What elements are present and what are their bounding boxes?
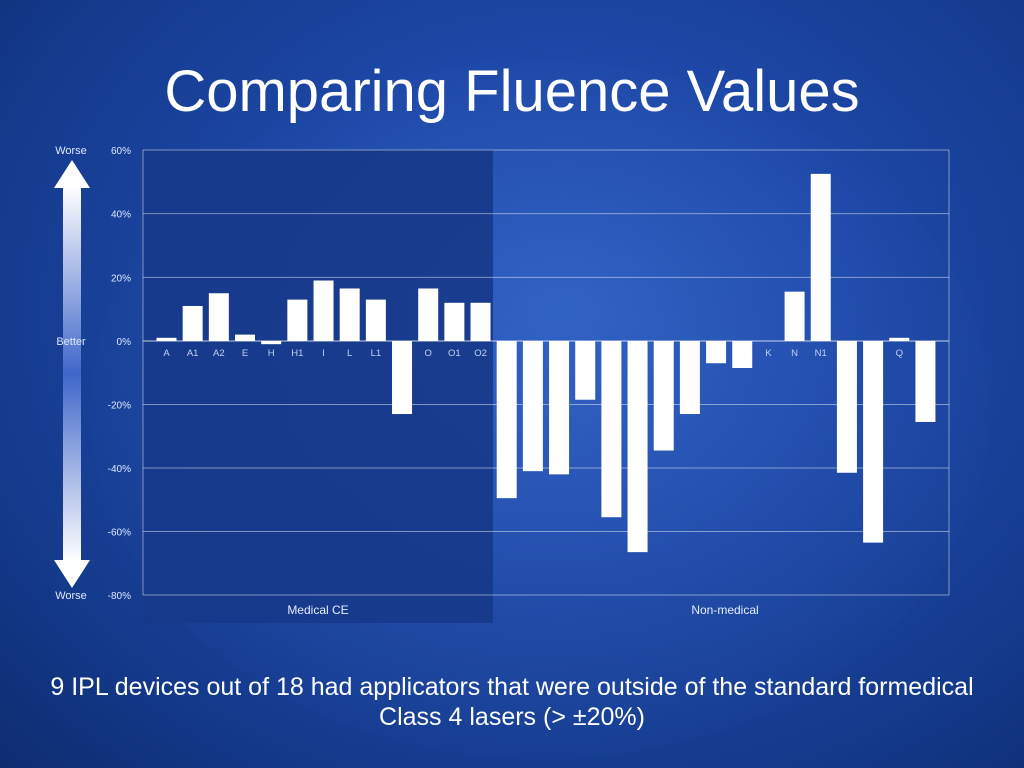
x-tick-label-h1: H1: [291, 348, 303, 359]
x-tick-label-q1: Q1: [919, 348, 932, 359]
bar-h1: [287, 299, 308, 341]
bar-g: [653, 341, 674, 451]
y-tick-label: 20%: [111, 273, 131, 284]
x-tick-label-a1: A1: [187, 348, 199, 359]
slide-caption: 9 IPL devices out of 18 had applicators …: [50, 673, 974, 731]
x-tick-label-g1: G1: [684, 348, 697, 359]
x-tick-label-q: Q: [896, 348, 903, 359]
bar-d: [575, 341, 596, 400]
group-labels: Medical CE Non-medical: [287, 603, 758, 617]
bar-l: [339, 288, 360, 341]
bar-b1: [522, 341, 543, 472]
x-tick-label-p: P: [870, 348, 877, 359]
x-tick-label-i: I: [322, 348, 325, 359]
worse-better-arrow: [54, 160, 90, 588]
y-tick-label: 40%: [111, 210, 131, 221]
bar-p: [863, 341, 884, 543]
x-tick-label-f: F: [608, 348, 614, 359]
x-tick-label-b: B: [503, 348, 510, 359]
arrow-head-up: [54, 160, 90, 188]
bar-q1: [915, 341, 936, 422]
bar-f: [601, 341, 622, 518]
bar-f1: [627, 341, 648, 553]
group-label-non-medical: Non-medical: [691, 603, 758, 617]
x-tick-label-o2: O2: [474, 348, 487, 359]
x-tick-label-o: O: [425, 348, 432, 359]
x-tick-label-l1: L1: [371, 348, 382, 359]
arrow-shaft: [63, 186, 81, 562]
bar-e: [235, 334, 256, 341]
x-tick-label-n2: N2: [841, 348, 853, 359]
side-label-worse-top: Worse: [55, 145, 87, 157]
y-tick-label: -80%: [108, 591, 131, 602]
x-tick-label-g2: G2: [710, 348, 723, 359]
y-tick-label: -40%: [108, 464, 131, 475]
x-tick-label-h: H: [268, 348, 275, 359]
x-tick-label-l: L: [347, 348, 352, 359]
x-tick-label-g: G: [660, 348, 667, 359]
medical-group-panel: [143, 150, 493, 623]
bar-l1: [365, 299, 386, 341]
x-tick-label-m: M: [398, 348, 406, 359]
bar-n1: [810, 173, 831, 342]
bar-j: [732, 341, 753, 368]
x-tick-label-n: N: [791, 348, 798, 359]
bar-a1: [182, 305, 203, 341]
bar-o2: [470, 302, 491, 341]
x-tick-label-o1: O1: [448, 348, 461, 359]
y-tick-label: 0%: [117, 337, 132, 348]
bar-n2: [836, 341, 857, 473]
x-tick-label-f1: F1: [632, 348, 644, 359]
y-axis-tick-labels: 60% 40% 20% 0% -20% -40% -60% -80%: [108, 146, 131, 602]
bar-g1: [679, 341, 700, 415]
x-tick-label-k: K: [765, 348, 772, 359]
x-axis-category-labels: A A1 A2 E H H1 I L L1 M O O1 O2 B B1 C D F F1 G G1 G2 J K N N1 N2 P…: [163, 348, 932, 359]
x-tick-label-a2: A2: [213, 348, 225, 359]
x-tick-label-b1: B1: [527, 348, 540, 359]
bar-q: [889, 337, 910, 341]
x-tick-label-a: A: [163, 348, 170, 359]
bar-o: [418, 288, 439, 341]
x-tick-label-c: C: [556, 348, 563, 359]
bar-n: [784, 291, 805, 341]
x-tick-label-j: J: [740, 348, 745, 359]
bar-i: [313, 280, 334, 341]
y-tick-label: -60%: [108, 528, 131, 539]
x-tick-label-n1: N1: [815, 348, 827, 359]
bar-g2: [706, 341, 727, 364]
group-label-medical-ce: Medical CE: [287, 603, 348, 617]
arrow-head-down: [54, 560, 90, 588]
bar-o1: [444, 302, 465, 341]
x-tick-label-e: E: [242, 348, 248, 359]
bar-c: [549, 341, 570, 475]
side-label-better: Better: [56, 336, 86, 348]
bar-h: [261, 341, 282, 345]
slide-title: Comparing Fluence Values: [164, 59, 860, 124]
side-label-worse-bottom: Worse: [55, 590, 87, 602]
bar-a: [156, 337, 177, 341]
bars: [156, 173, 936, 553]
y-tick-label: -20%: [108, 401, 131, 412]
bar-a2: [208, 293, 229, 341]
y-tick-label: 60%: [111, 146, 131, 157]
x-tick-label-d: D: [582, 348, 589, 359]
bar-b: [496, 341, 517, 499]
bar-m: [392, 341, 413, 415]
